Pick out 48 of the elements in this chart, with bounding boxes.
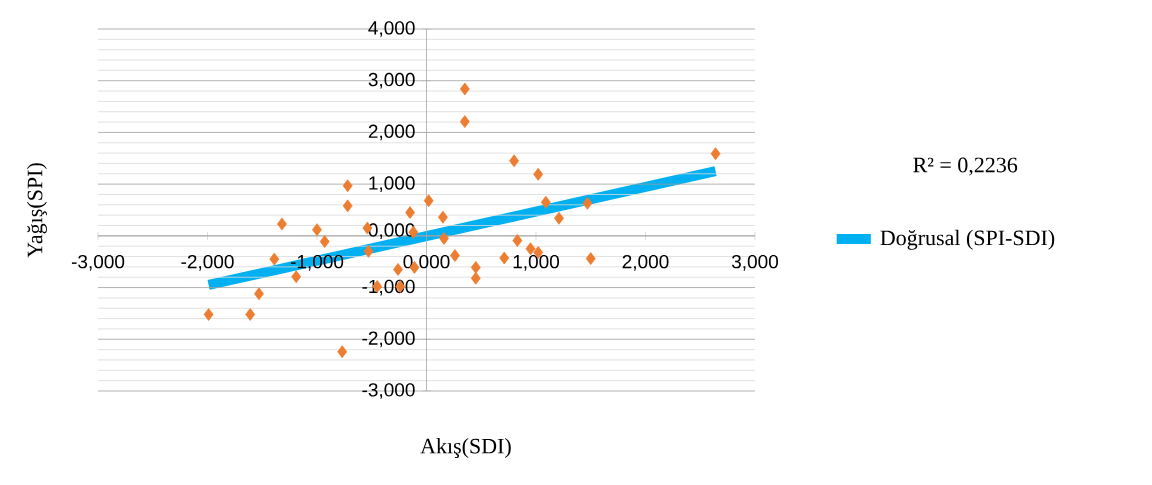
point xyxy=(423,194,434,208)
point xyxy=(342,179,353,193)
y-tick-label: -2,000 xyxy=(362,331,415,348)
point xyxy=(277,217,287,231)
point xyxy=(269,252,280,266)
y-tick-label: 4,000 xyxy=(368,21,415,37)
point xyxy=(363,244,374,258)
point xyxy=(291,270,302,284)
point xyxy=(438,210,448,224)
point xyxy=(459,82,470,96)
x-tick-label: -2,000 xyxy=(181,254,234,271)
y-axis-title: Yağış(SPI) xyxy=(26,163,47,258)
x-tick-label: 3,000 xyxy=(731,254,778,271)
point xyxy=(509,154,519,168)
point xyxy=(525,242,536,256)
point xyxy=(554,211,564,225)
y-tick-label: -3,000 xyxy=(362,383,415,399)
point xyxy=(710,147,721,161)
point xyxy=(319,235,330,248)
point xyxy=(470,271,481,285)
point xyxy=(254,287,264,301)
point xyxy=(393,263,403,276)
point xyxy=(405,206,415,219)
x-tick-label: 1,000 xyxy=(513,254,560,271)
y-tick-label: 2,000 xyxy=(368,124,415,141)
point xyxy=(342,199,353,213)
x-axis-title: Akış(SDI) xyxy=(420,438,511,458)
point xyxy=(245,308,256,321)
point xyxy=(540,195,551,209)
point xyxy=(337,345,348,359)
point xyxy=(459,115,470,128)
point xyxy=(450,249,460,262)
point xyxy=(203,308,214,321)
point xyxy=(585,252,596,265)
point xyxy=(533,167,544,181)
y-tick-label: 1,000 xyxy=(369,176,415,192)
y-tick-label: 3,000 xyxy=(368,72,415,89)
point xyxy=(512,234,523,247)
point xyxy=(312,223,322,237)
point xyxy=(582,196,593,210)
legend-label: Doğrusal (SPI-SDI) xyxy=(880,229,1055,250)
text: R² = 0,2236 xyxy=(913,157,1018,176)
x-tick-label: -3,000 xyxy=(71,254,125,271)
point xyxy=(499,251,510,265)
point xyxy=(439,232,449,245)
x-tick-label: 2,000 xyxy=(622,254,669,271)
point xyxy=(470,260,481,274)
x-tick-label: 0,000 xyxy=(403,254,450,271)
